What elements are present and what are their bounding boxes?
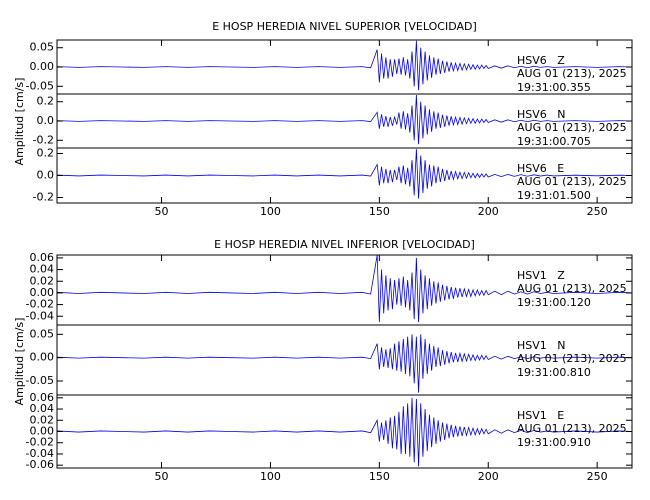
waveform xyxy=(57,94,632,145)
date-label: AUG 01 (213), 2025 xyxy=(517,67,627,80)
time-label: 19:31:00.910 xyxy=(517,436,591,449)
date-label: AUG 01 (213), 2025 xyxy=(517,175,627,188)
y-tick-label: 0.04 xyxy=(30,263,55,276)
waveform xyxy=(57,397,632,467)
y-tick-label: 0.0 xyxy=(37,169,55,182)
date-label: AUG 01 (213), 2025 xyxy=(517,422,627,435)
x-tick-label: 100 xyxy=(260,205,281,218)
waveform xyxy=(57,334,632,393)
station-label: HSV1 Z xyxy=(517,269,565,282)
y-tick-label: 0.0 xyxy=(37,114,55,127)
chart-title: E HOSP HEREDIA NIVEL SUPERIOR [VELOCIDAD… xyxy=(212,20,477,33)
date-label: AUG 01 (213), 2025 xyxy=(517,352,627,365)
station-label: HSV6 Z xyxy=(517,54,565,67)
y-tick-label: 0.05 xyxy=(30,327,55,340)
station-label: HSV1 N xyxy=(517,339,566,352)
chart-title: E HOSP HEREDIA NIVEL INFERIOR [VELOCIDAD… xyxy=(214,238,475,251)
time-label: 19:31:00.810 xyxy=(517,366,591,379)
y-tick-label: -0.04 xyxy=(26,309,54,322)
y-tick-label: -0.05 xyxy=(26,79,54,92)
y-tick-label: -0.02 xyxy=(26,298,54,311)
x-tick-label: 50 xyxy=(155,470,169,483)
y-tick-label: 0.00 xyxy=(30,60,55,73)
x-tick-label: 100 xyxy=(260,470,281,483)
y-tick-label: -0.04 xyxy=(26,447,54,460)
station-label: HSV6 N xyxy=(517,108,566,121)
y-tick-label: 0.02 xyxy=(30,274,55,287)
x-tick-label: 200 xyxy=(478,205,499,218)
date-label: AUG 01 (213), 2025 xyxy=(517,282,627,295)
y-axis-label: Amplitud [cm/s] xyxy=(13,318,26,406)
station-label: HSV1 E xyxy=(517,409,564,422)
station-label: HSV6 E xyxy=(517,162,564,175)
x-tick-label: 50 xyxy=(155,205,169,218)
y-axis-label: Amplitud [cm/s] xyxy=(13,78,26,166)
time-label: 19:31:00.355 xyxy=(517,81,591,94)
y-tick-label: 0.05 xyxy=(30,41,55,54)
y-tick-label: 0.00 xyxy=(30,286,55,299)
y-tick-label: -0.05 xyxy=(26,374,54,387)
y-tick-label: 0.04 xyxy=(30,402,55,415)
x-tick-label: 200 xyxy=(478,470,499,483)
y-tick-label: -0.02 xyxy=(26,436,54,449)
time-label: 19:31:01.500 xyxy=(517,189,591,202)
y-tick-label: 0.00 xyxy=(30,425,55,438)
y-tick-label: -0.2 xyxy=(33,191,54,204)
x-tick-label: 250 xyxy=(587,205,608,218)
y-tick-label: 0.02 xyxy=(30,413,55,426)
waveform xyxy=(57,149,632,199)
date-label: AUG 01 (213), 2025 xyxy=(517,121,627,134)
y-tick-label: -0.06 xyxy=(26,458,54,471)
x-tick-label: 150 xyxy=(369,470,390,483)
y-tick-label: 0.00 xyxy=(30,351,55,364)
y-tick-label: 0.2 xyxy=(37,95,55,108)
y-tick-label: 0.06 xyxy=(30,391,55,404)
time-label: 19:31:00.120 xyxy=(517,296,591,309)
waveform xyxy=(57,255,632,323)
y-tick-label: 0.06 xyxy=(30,251,55,264)
time-label: 19:31:00.705 xyxy=(517,135,591,148)
y-tick-label: -0.2 xyxy=(33,133,54,146)
y-tick-label: 0.2 xyxy=(37,147,55,160)
x-tick-label: 150 xyxy=(369,205,390,218)
waveform xyxy=(57,40,632,91)
x-tick-label: 250 xyxy=(587,470,608,483)
